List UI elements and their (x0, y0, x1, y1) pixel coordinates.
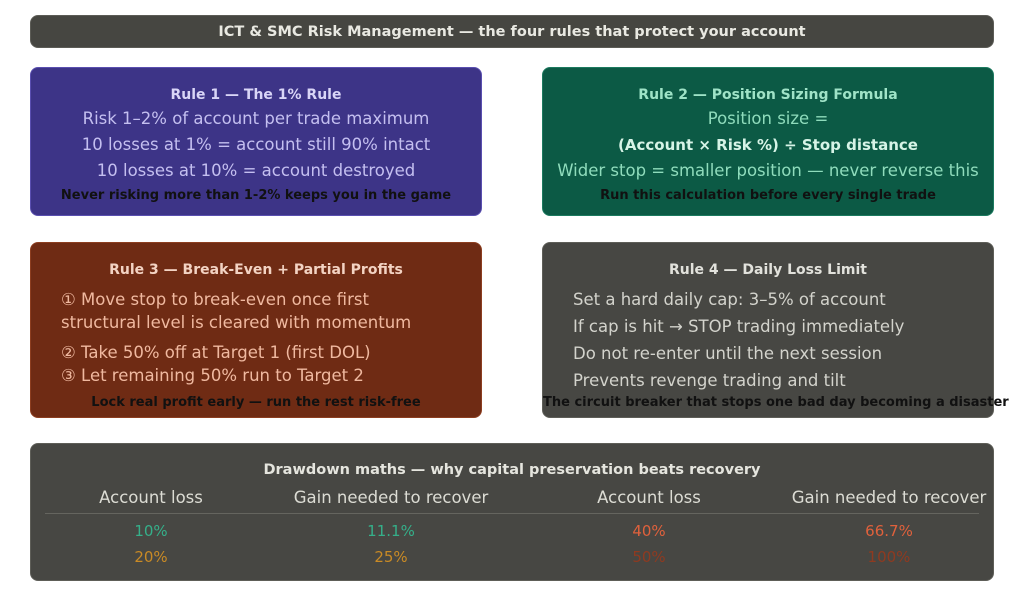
rule-4-line-4: Prevents revenge trading and tilt (573, 371, 846, 390)
rule-4-line-3: Do not re-enter until the next session (573, 344, 883, 363)
drawdown-table: Drawdown maths — why capital preservatio… (30, 443, 994, 581)
rule-3-title: Rule 3 — Break-Even + Partial Profits (109, 262, 403, 278)
rule-3-line-3: ② Take 50% off at Target 1 (first DOL) (61, 343, 371, 362)
rule-4-title: Rule 4 — Daily Loss Limit (669, 262, 867, 278)
rule-3-line-2: structural level is cleared with momentu… (61, 313, 412, 332)
cell-row1-gain-1: 11.1% (367, 522, 415, 540)
page-title: ICT & SMC Risk Management — the four rul… (30, 15, 994, 48)
rule-4-footer: The circuit breaker that stops one bad d… (543, 395, 1009, 410)
rule-2-line-3: Wider stop = smaller position — never re… (557, 161, 979, 180)
rule-1-title: Rule 1 — The 1% Rule (170, 87, 342, 103)
rule-3-line-4: ③ Let remaining 50% run to Target 2 (61, 366, 364, 385)
rule-4-line-2: If cap is hit → STOP trading immediately (573, 317, 905, 336)
rule-1-line-3: 10 losses at 10% = account destroyed (96, 161, 416, 180)
rule-2-card: Rule 2 — Position Sizing Formula Positio… (542, 67, 994, 216)
cell-row2-gain-2: 100% (867, 548, 911, 566)
header-account-loss-1: Account loss (99, 488, 203, 507)
cell-row1-loss-2: 40% (632, 522, 666, 540)
rule-3-footer: Lock real profit early — run the rest ri… (91, 395, 421, 410)
rule-2-footer: Run this calculation before every single… (600, 188, 936, 203)
rule-1-line-2: 10 losses at 1% = account still 90% inta… (81, 135, 431, 154)
drawdown-title: Drawdown maths — why capital preservatio… (263, 462, 761, 478)
rule-4-line-1: Set a hard daily cap: 3–5% of account (573, 290, 886, 309)
cell-row1-gain-2: 66.7% (865, 522, 913, 540)
header-gain-needed-1: Gain needed to recover (293, 488, 489, 507)
rule-3-card: Rule 3 — Break-Even + Partial Profits ① … (30, 242, 482, 418)
rule-2-title: Rule 2 — Position Sizing Formula (638, 87, 898, 103)
rule-1-line-1: Risk 1–2% of account per trade maximum (82, 109, 430, 128)
cell-row1-loss-1: 10% (134, 522, 168, 540)
rule-1-card: Rule 1 — The 1% Rule Risk 1–2% of accoun… (30, 67, 482, 216)
rule-2-formula: (Account × Risk %) ÷ Stop distance (618, 136, 918, 154)
table-divider (45, 513, 979, 514)
cell-row2-loss-1: 20% (134, 548, 168, 566)
rule-1-footer: Never risking more than 1-2% keeps you i… (60, 188, 452, 203)
rule-2-line-1: Position size = (707, 109, 829, 128)
rule-3-line-1: ① Move stop to break-even once first (61, 290, 369, 309)
header-account-loss-2: Account loss (597, 488, 701, 507)
cell-row2-gain-1: 25% (374, 548, 408, 566)
rule-4-card: Rule 4 — Daily Loss Limit Set a hard dai… (542, 242, 1009, 418)
cell-row2-loss-2: 50% (632, 548, 666, 566)
header-gain-needed-2: Gain needed to recover (791, 488, 987, 507)
